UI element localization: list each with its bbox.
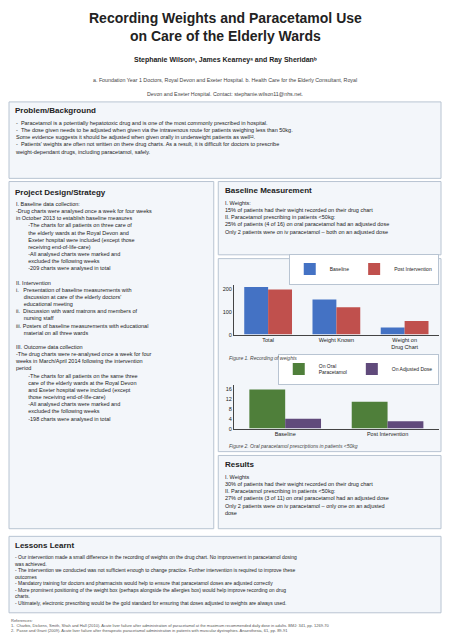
svg-text:Recording Weights and Paraceta: Recording Weights and Paracetamol Useon …	[89, 10, 362, 44]
svg-text:Problem/Background: Problem/Background	[15, 106, 96, 115]
svg-text:Figure 2. Oral paracetamol pre: Figure 2. Oral paracetamol prescriptions…	[229, 443, 358, 449]
svg-text:Weight onDrug Chart: Weight onDrug Chart	[391, 337, 418, 350]
svg-text:- Our intervention made a smal: - Our intervention made a small differen…	[15, 554, 297, 606]
svg-text:Lessons Learnt: Lessons Learnt	[15, 541, 74, 550]
svg-text:I. Weights:15% of patients had: I. Weights:15% of patients had their wei…	[225, 200, 389, 235]
svg-text:0: 0	[229, 426, 232, 432]
svg-text:16: 16	[226, 386, 232, 392]
svg-text:Post Intervention: Post Intervention	[367, 431, 408, 437]
svg-text:Figure 1. Recording of weights: Figure 1. Recording of weights	[229, 355, 297, 361]
svg-text:Stephanie Wilsonᵃ, James Kearn: Stephanie Wilsonᵃ, James Kearneyᵃ and Ra…	[134, 56, 317, 64]
svg-text:Baseline: Baseline	[330, 266, 349, 272]
svg-text:200: 200	[223, 286, 232, 292]
svg-text:On Adjusted Dose: On Adjusted Dose	[392, 366, 433, 372]
svg-text:Baseline: Baseline	[275, 431, 296, 437]
svg-text:Post Intervention: Post Intervention	[394, 266, 432, 272]
svg-text:12: 12	[226, 396, 232, 402]
svg-text:4: 4	[229, 416, 232, 422]
svg-text:a. Foundation Year 1 Doctors,: a. Foundation Year 1 Doctors, Royal Devo…	[93, 77, 357, 83]
svg-text:Project Design/Strategy: Project Design/Strategy	[15, 188, 106, 197]
svg-text:8: 8	[229, 406, 232, 412]
svg-text:I. Baseline data collection:-D: I. Baseline data collection:-Drug charts…	[15, 201, 152, 422]
svg-text:Total: Total	[262, 337, 274, 343]
svg-text:- Paracetamol is a potentiall: - Paracetamol is a potentially hepatotox…	[15, 120, 293, 155]
svg-text:Weight Known: Weight Known	[319, 337, 354, 343]
svg-text:I. Weights30% of patients had: I. Weights30% of patients had their weig…	[225, 474, 389, 516]
svg-text:References:1. Charbis, Dicken: References:1. Charbis, Dickens, Smith, S…	[11, 618, 329, 633]
svg-text:Results: Results	[225, 460, 254, 469]
svg-text:100: 100	[223, 309, 232, 315]
svg-text:0: 0	[229, 332, 232, 338]
svg-text:Devon and Exeter Hospital. Con: Devon and Exeter Hospital. Contact: step…	[147, 91, 303, 97]
svg-text:On OralParacetamol: On OralParacetamol	[319, 363, 347, 376]
svg-text:Baseline Measurement: Baseline Measurement	[225, 186, 312, 195]
